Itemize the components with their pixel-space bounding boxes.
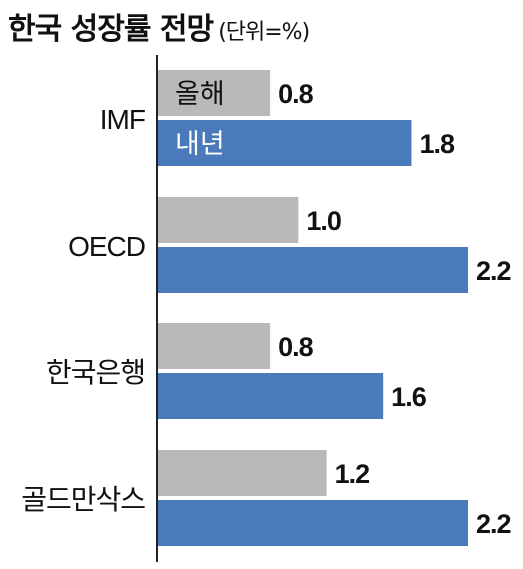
value-label: 1.8 (419, 129, 455, 159)
bar-this-year-2 (157, 323, 271, 369)
bar-next-year-3 (157, 500, 468, 546)
unit-note: (단위=%) (218, 20, 310, 45)
chart-title-text: 한국 성장률 전망 (8, 12, 214, 47)
bar-this-year-3 (157, 450, 327, 496)
value-label: 0.8 (278, 79, 314, 109)
bar-next-year-0 (157, 120, 412, 166)
chart-title: 한국 성장률 전망 (단위=%) (8, 4, 310, 48)
bar-next-year-1 (157, 247, 468, 293)
category-label: 골드만삭스 (21, 484, 145, 515)
legend-label: 올해 (175, 79, 225, 109)
bar-this-year-0 (157, 70, 271, 116)
legend-label: 내년 (175, 129, 225, 159)
category-label: 한국은행 (46, 357, 145, 388)
bar-this-year-1 (157, 197, 299, 243)
value-label: 2.2 (476, 509, 511, 539)
value-label: 1.2 (335, 459, 370, 489)
value-label: 1.6 (391, 382, 427, 412)
category-label: IMF (100, 104, 145, 135)
value-label: 1.0 (306, 206, 341, 236)
category-label: OECD (68, 231, 145, 262)
value-label: 0.8 (278, 332, 314, 362)
bar-next-year-2 (157, 373, 384, 419)
value-label: 2.2 (476, 256, 511, 286)
